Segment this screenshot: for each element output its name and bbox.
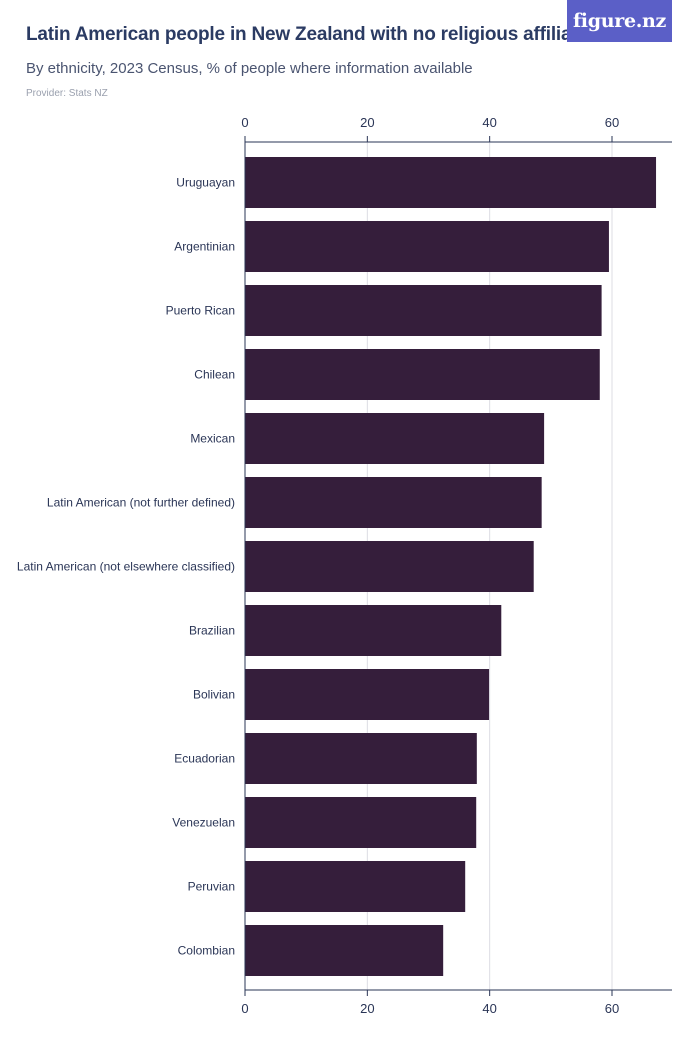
bar-ecuadorian: [245, 733, 477, 784]
category-label: Peruvian: [188, 880, 235, 894]
top-tick-label-20: 20: [360, 115, 374, 130]
bar-brazilian: [245, 605, 502, 656]
category-label: Latin American (not elsewhere classified…: [17, 560, 235, 574]
bottom-tick-label-20: 20: [360, 1001, 374, 1016]
axes: 0 0 20 20 40 40 60 60: [241, 115, 672, 1016]
provider-credit: Provider: Stats NZ: [26, 88, 108, 99]
category-label: Colombian: [178, 944, 235, 958]
bar-venezuelan: [245, 797, 477, 848]
figure-nz-logo[interactable]: figure.nz: [567, 0, 672, 42]
bar-peruvian: [245, 861, 466, 912]
category-label: Venezuelan: [172, 816, 235, 830]
chart-title: Latin American people in New Zealand wit…: [26, 24, 606, 45]
category-labels: Uruguayan Argentinian Puerto Rican Chilean M…: [17, 176, 235, 958]
bar-uruguayan: [245, 157, 657, 208]
top-tick-label-60: 60: [605, 115, 619, 130]
category-label: Bolivian: [193, 688, 235, 702]
bar-puerto-rican: [245, 285, 602, 336]
bar-chilean: [245, 349, 600, 400]
bar-mexican: [245, 413, 545, 464]
bar-argentinian: [245, 221, 609, 272]
category-label: Latin American (not further defined): [47, 496, 235, 510]
category-label: Brazilian: [189, 624, 235, 638]
bar-latin-american-not-further-defined: [245, 477, 542, 528]
bottom-tick-label-40: 40: [482, 1001, 496, 1016]
bottom-tick-label-0: 0: [241, 1001, 248, 1016]
bottom-tick-label-60: 60: [605, 1001, 619, 1016]
category-label: Chilean: [194, 368, 235, 382]
top-tick-label-40: 40: [482, 115, 496, 130]
category-label: Ecuadorian: [174, 752, 235, 766]
category-label: Puerto Rican: [166, 304, 235, 318]
category-label: Uruguayan: [176, 176, 235, 190]
category-label: Mexican: [190, 432, 235, 446]
top-tick-label-0: 0: [241, 115, 248, 130]
bar-colombian: [245, 925, 444, 976]
chart-subtitle: By ethnicity, 2023 Census, % of people w…: [26, 60, 473, 77]
bars: [245, 157, 657, 976]
bar-bolivian: [245, 669, 490, 720]
bar-latin-american-not-elsewhere-classified: [245, 541, 534, 592]
category-label: Argentinian: [174, 240, 235, 254]
